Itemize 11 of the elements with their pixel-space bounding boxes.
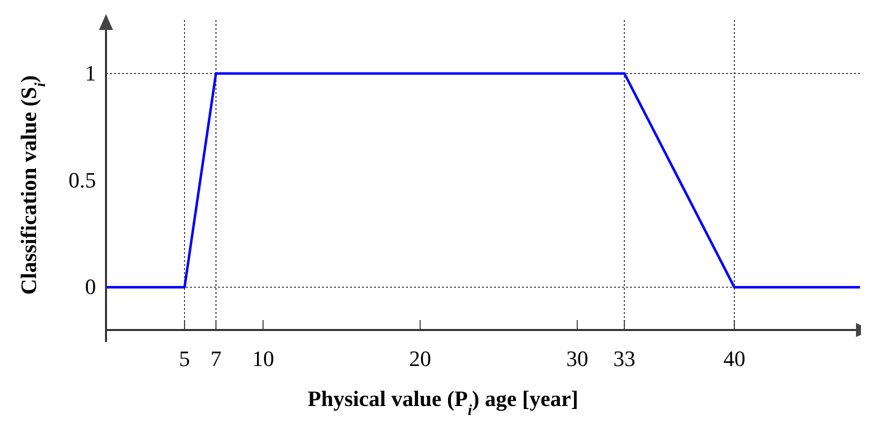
- y-tick-label: 1: [85, 60, 96, 86]
- x-tick-label: 30: [566, 346, 588, 371]
- y-tick-label: 0.5: [68, 167, 96, 192]
- x-tick-label: 7: [210, 346, 222, 371]
- x-tick-label: 5: [179, 346, 190, 371]
- x-axis-title: Physical value (P$_{i}$) age [year]: [308, 386, 578, 418]
- x-tick-label: 40: [723, 346, 746, 371]
- y-tick-label: 0: [85, 274, 96, 300]
- x-tick-label: 10: [252, 346, 274, 371]
- x-tick-label: 33: [613, 346, 636, 371]
- x-tick-label: 20: [409, 346, 432, 371]
